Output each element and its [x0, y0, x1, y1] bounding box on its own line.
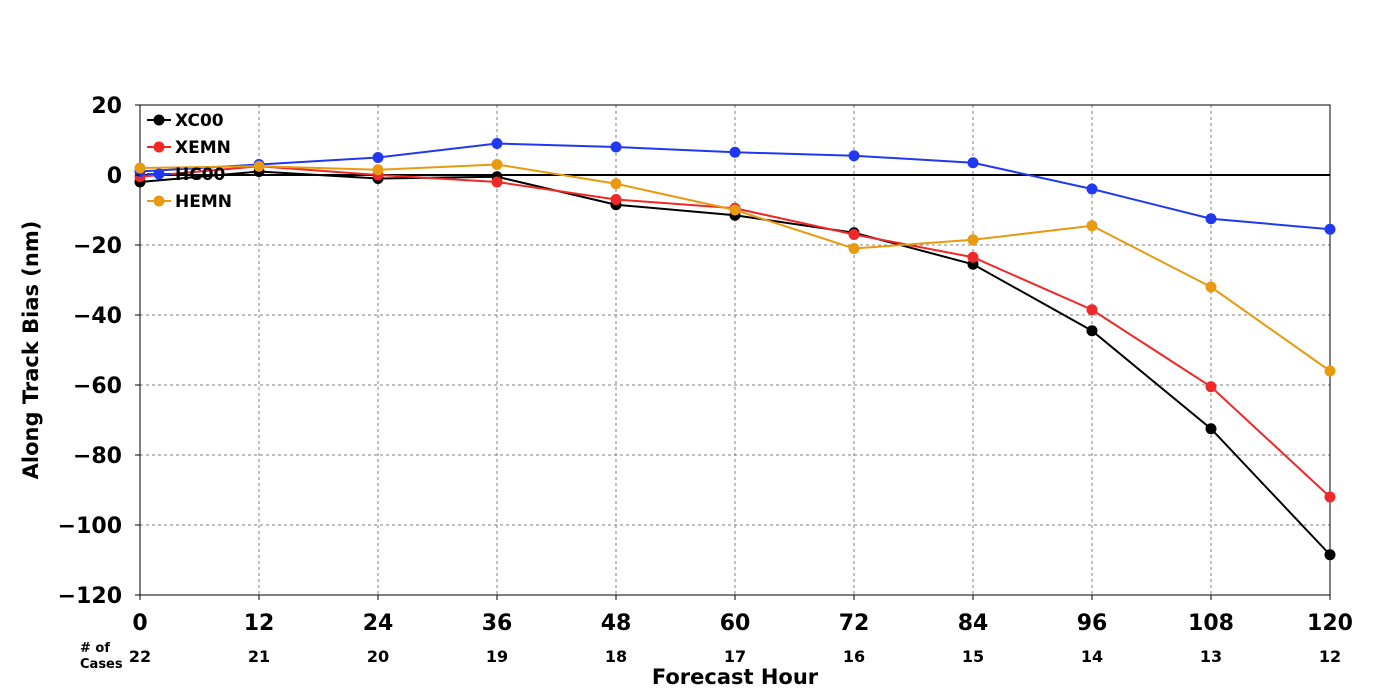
- legend-item-hc00: HC00: [147, 165, 226, 185]
- legend-label-hemn: HEMN: [175, 192, 232, 212]
- legend-label-xc00: XC00: [175, 111, 224, 131]
- x-tick-label: 60: [720, 611, 751, 636]
- legend-item-xemn: XEMN: [147, 138, 231, 158]
- case-count-label: 18: [605, 647, 627, 666]
- data-point-xemn: [491, 176, 503, 188]
- data-point-xemn: [610, 194, 622, 205]
- case-count-label: 17: [724, 647, 746, 666]
- legend-label-xemn: XEMN: [175, 138, 231, 158]
- data-point-hc00: [372, 152, 384, 163]
- data-point-hc00: [1324, 223, 1336, 235]
- legend-marker-hc00: [153, 168, 165, 180]
- x-tick-label: 12: [244, 611, 275, 636]
- legend-marker-xemn: [153, 141, 165, 153]
- y-tick-label: −20: [73, 234, 122, 259]
- data-point-hemn: [134, 162, 146, 174]
- data-point-hemn: [848, 243, 860, 254]
- data-point-xc00: [1205, 423, 1217, 435]
- legend: XC00 XEMN HC00 HEMN: [147, 111, 232, 212]
- data-point-hemn: [372, 164, 384, 176]
- data-point-xc00: [1324, 549, 1336, 561]
- data-point-xemn: [967, 251, 979, 263]
- case-counts: # of Cases 22 21 20 19 18 17 16 15 14 13 12: [80, 641, 1341, 672]
- cases-title-line1: # of: [80, 641, 110, 656]
- data-point-hc00: [967, 157, 979, 169]
- data-point-hemn: [253, 160, 265, 172]
- x-tick-label: 0: [132, 611, 147, 636]
- data-point-hc00: [729, 146, 741, 158]
- data-point-hc00: [610, 141, 622, 153]
- legend-item-xc00: XC00: [147, 111, 224, 131]
- y-tick-label: 20: [91, 94, 122, 119]
- case-count-label: 19: [486, 647, 508, 666]
- data-point-hc00: [848, 150, 860, 162]
- data-point-hemn: [491, 159, 503, 170]
- tick-labels: 0 12 24 36 48 60 72 84 96 108 120 20 0 −20 −40 −60 −80 −1…: [58, 94, 1353, 636]
- case-count-label: 16: [843, 647, 865, 666]
- y-tick-label: −100: [58, 514, 122, 539]
- case-count-label: 15: [962, 647, 984, 666]
- x-tick-label: 120: [1307, 611, 1353, 636]
- x-tick-label: 72: [839, 611, 870, 636]
- case-count-label: 12: [1319, 647, 1341, 666]
- x-tick-label: 24: [363, 611, 394, 636]
- case-count-label: 20: [367, 647, 389, 666]
- data-point-hc00: [491, 138, 503, 149]
- data-point-xc00: [1086, 325, 1098, 337]
- y-tick-label: −40: [73, 304, 122, 329]
- y-tick-label: 0: [107, 164, 122, 189]
- data-point-hemn: [1324, 365, 1336, 377]
- data-point-hemn: [610, 178, 622, 190]
- x-tick-label: 108: [1188, 611, 1234, 636]
- case-count-label: 22: [129, 647, 151, 666]
- cases-title-line2: Cases: [80, 657, 123, 672]
- x-axis-title: Forecast Hour: [652, 665, 819, 689]
- data-point-hemn: [967, 234, 979, 246]
- x-tick-label: 96: [1077, 611, 1108, 636]
- series: [134, 138, 1336, 561]
- x-tick-label: 36: [482, 611, 513, 636]
- case-count-label: 14: [1081, 647, 1103, 666]
- data-point-xemn: [1086, 304, 1098, 316]
- data-point-hc00: [1205, 213, 1217, 225]
- y-tick-label: −60: [73, 374, 122, 399]
- legend-label-hc00: HC00: [175, 165, 226, 185]
- legend-marker-xc00: [153, 114, 165, 126]
- data-point-xemn: [1324, 491, 1336, 503]
- data-point-xemn: [1205, 381, 1217, 393]
- x-tick-label: 84: [958, 611, 989, 636]
- series-hemn: [134, 159, 1336, 377]
- data-point-xemn: [848, 229, 860, 240]
- y-axis-title: Along Track Bias (nm): [19, 221, 43, 480]
- legend-item-hemn: HEMN: [147, 192, 232, 212]
- case-count-label: 21: [248, 647, 270, 666]
- y-tick-label: −80: [73, 444, 122, 469]
- data-point-hemn: [1205, 281, 1217, 293]
- grid: [140, 105, 1330, 595]
- data-point-hemn: [729, 204, 741, 216]
- data-point-hc00: [1086, 183, 1098, 195]
- case-count-label: 13: [1200, 647, 1222, 666]
- y-tick-label: −120: [58, 584, 122, 609]
- data-point-hemn: [1086, 220, 1098, 232]
- legend-marker-hemn: [153, 195, 165, 207]
- x-tick-label: 48: [601, 611, 632, 636]
